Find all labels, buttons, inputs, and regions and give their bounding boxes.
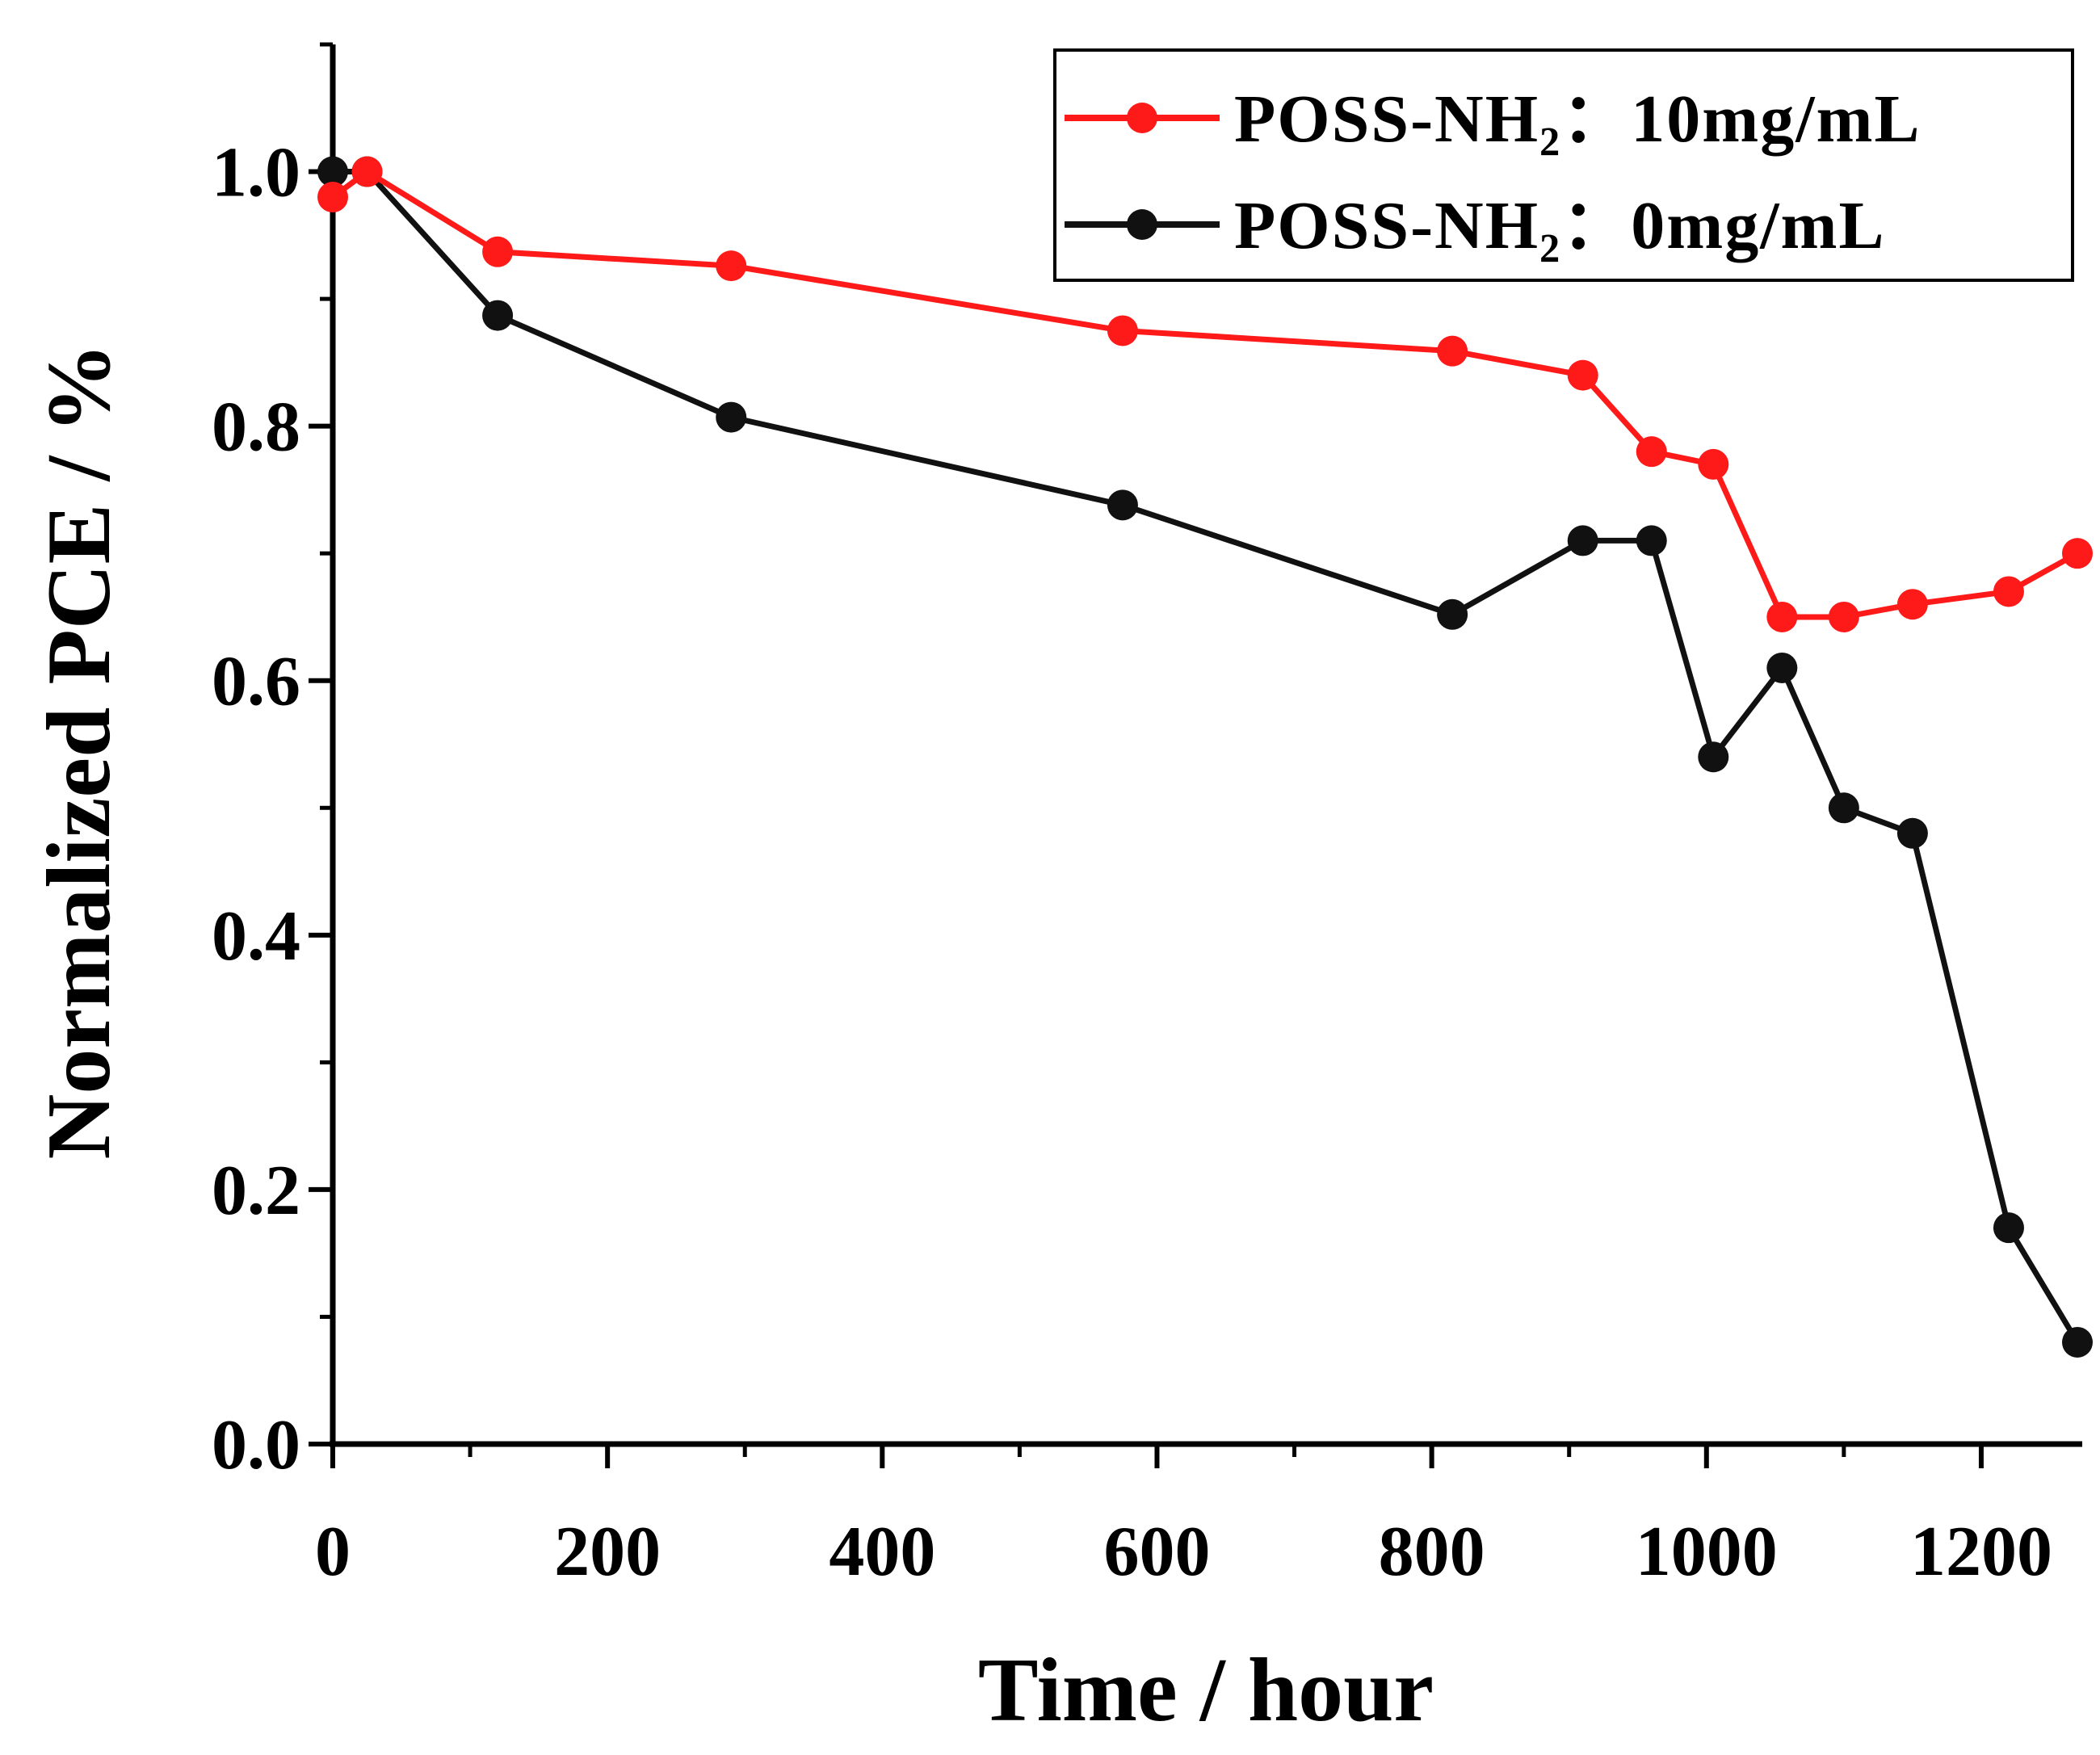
data-point xyxy=(716,250,747,282)
data-point xyxy=(482,236,514,267)
data-point xyxy=(1766,652,1798,683)
data-point xyxy=(2062,538,2093,569)
data-point xyxy=(1828,601,1859,632)
data-point xyxy=(716,401,747,433)
y-tick-label: 0.8 xyxy=(212,388,300,467)
x-tick-label: 200 xyxy=(554,1513,661,1591)
axis-ticks: 0 200 400 600 800 1000 1200 0.0 0.2 0.4 0.6 0.8 1.0 xyxy=(212,42,2052,1591)
data-point xyxy=(1107,315,1138,346)
legend-marker-1 xyxy=(1127,209,1157,240)
series-line-1 xyxy=(333,169,2081,1344)
data-point xyxy=(1896,589,1928,620)
y-tick-label: 0.0 xyxy=(212,1406,300,1484)
legend: POSS-NH₂：10mg/mL POSS-NH₂：0mg/mL xyxy=(1053,48,2074,282)
data-point xyxy=(317,182,348,213)
x-tick-label: 1000 xyxy=(1636,1513,1778,1591)
x-tick-label: 600 xyxy=(1103,1513,1210,1591)
data-point xyxy=(1107,489,1138,521)
data-point xyxy=(1437,598,1468,630)
y-tick-label: 1.0 xyxy=(212,134,300,212)
x-tick-label: 1200 xyxy=(1910,1513,2052,1591)
legend-marker-0 xyxy=(1127,103,1157,133)
data-point xyxy=(1766,601,1798,632)
data-point xyxy=(1636,436,1667,468)
legend-box xyxy=(1053,48,2074,282)
y-tick-label: 0.4 xyxy=(212,897,300,976)
y-tick-label: 0.6 xyxy=(212,643,300,721)
y-axis-title: Normalized PCE / % xyxy=(29,343,129,1160)
data-point xyxy=(1567,525,1598,556)
data-point xyxy=(1698,741,1729,773)
data-point xyxy=(1636,525,1667,556)
data-point xyxy=(317,156,348,187)
series-layer xyxy=(317,156,2093,1358)
legend-label-1: POSS-NH₂：0mg/mL xyxy=(1234,188,1886,263)
legend-label-0: POSS-NH₂：10mg/mL xyxy=(1234,82,1922,157)
data-point xyxy=(1698,448,1729,480)
y-tick-label: 0.2 xyxy=(212,1152,300,1230)
data-point xyxy=(1993,1212,2024,1244)
data-point xyxy=(1993,576,2024,607)
data-point xyxy=(1437,335,1468,367)
data-point xyxy=(482,300,514,331)
data-point xyxy=(1896,817,1928,849)
data-point xyxy=(1567,359,1598,391)
data-point xyxy=(1828,792,1859,824)
data-point xyxy=(2062,1326,2093,1358)
x-axis-title: Time / hour xyxy=(978,1640,1434,1740)
x-tick-label: 0 xyxy=(315,1513,351,1591)
x-tick-label: 400 xyxy=(829,1513,935,1591)
data-point xyxy=(351,156,383,187)
x-tick-label: 800 xyxy=(1379,1513,1485,1591)
